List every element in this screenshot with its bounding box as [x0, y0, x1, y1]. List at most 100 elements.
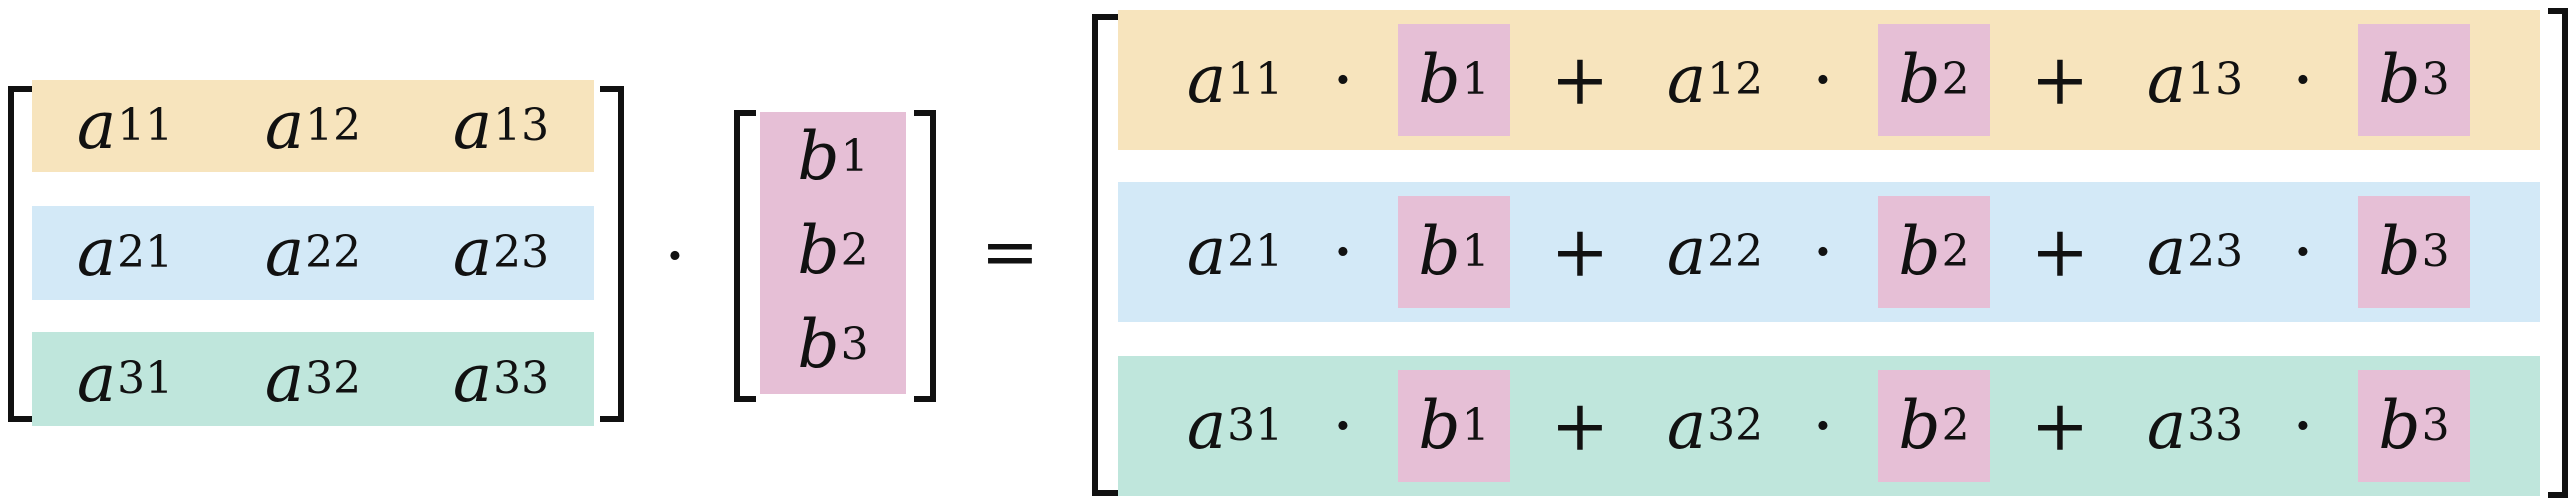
entry-subscript: 31	[1227, 400, 1284, 451]
result-multiply-dot: ·	[1811, 39, 1835, 121]
result-term-a33: a 33	[2120, 356, 2270, 496]
entry-base: b	[797, 212, 840, 289]
result-term-a11: a 11	[1160, 10, 1310, 150]
result-term-a31: a 31	[1160, 356, 1310, 496]
entry-subscript: 1	[1461, 400, 1490, 451]
entry-base: a	[76, 340, 117, 417]
entry-base: a	[76, 214, 117, 291]
result-plus-sign: +	[1550, 39, 1610, 121]
matrix-a-entry-a23: a 23	[416, 206, 586, 300]
entry-base: a	[264, 340, 305, 417]
result-term-a13: a 13	[2120, 10, 2270, 150]
matrix-a-left-bracket	[8, 86, 32, 422]
result-plus-sign: +	[2030, 385, 2090, 467]
result-multiply-dot: ·	[2291, 39, 2315, 121]
entry-subscript: 23	[493, 227, 550, 278]
matrix-a-right-bracket	[600, 86, 624, 422]
entry-base: a	[264, 87, 305, 164]
entry-base: a	[452, 87, 493, 164]
entry-subscript: 22	[305, 227, 362, 278]
entry-base: a	[1186, 387, 1227, 464]
matrix-a-entry-a31: a 31	[40, 332, 210, 426]
entry-base: b	[1418, 213, 1461, 290]
matrix-a-entry-a22: a 22	[228, 206, 398, 300]
entry-subscript: 1	[1461, 226, 1490, 277]
result-term-a32: a 32	[1640, 356, 1790, 496]
result-multiply-dot: ·	[1331, 385, 1355, 467]
entry-subscript: 3	[840, 319, 869, 370]
entry-subscript: 3	[2421, 54, 2450, 105]
result-multiply-dot: ·	[1331, 211, 1355, 293]
result-multiply-dot: ·	[2291, 211, 2315, 293]
result-plus-sign: +	[2030, 39, 2090, 121]
entry-base: b	[797, 118, 840, 195]
result-b-highlight	[2358, 370, 2470, 482]
entry-subscript: 32	[305, 353, 362, 404]
entry-base: a	[2146, 213, 2187, 290]
result-b-highlight	[1398, 196, 1510, 308]
matrix-a-entry-a13: a 13	[416, 80, 586, 172]
entry-subscript: 32	[1707, 400, 1764, 451]
entry-subscript: 1	[1461, 54, 1490, 105]
result-b-highlight	[2358, 196, 2470, 308]
entry-subscript: 13	[2187, 54, 2244, 105]
entry-subscript: 2	[1941, 54, 1970, 105]
matrix-a-entry-a12: a 12	[228, 80, 398, 172]
result-term-a21: a 21	[1160, 182, 1310, 322]
entry-subscript: 12	[305, 100, 362, 151]
result-row-3-band	[1118, 356, 2540, 496]
result-term-a22: a 22	[1640, 182, 1790, 322]
matrix-a-row-1-band	[32, 80, 594, 172]
result-plus-sign: +	[1550, 211, 1610, 293]
result-left-bracket	[1092, 14, 1118, 496]
entry-subscript: 11	[1227, 54, 1284, 105]
entry-subscript: 11	[117, 100, 174, 151]
entry-base: a	[452, 340, 493, 417]
entry-subscript: 1	[840, 131, 869, 182]
entry-base: b	[2378, 213, 2421, 290]
matrix-a-row-3-band	[32, 332, 594, 426]
matrix-a-entry-a33: a 33	[416, 332, 586, 426]
result-b-highlight	[1398, 370, 1510, 482]
entry-base: a	[1666, 387, 1707, 464]
result-b-highlight	[2358, 24, 2470, 136]
equals-sign: =	[980, 211, 1040, 293]
entry-base: b	[1418, 41, 1461, 118]
entry-base: a	[452, 214, 493, 291]
entry-subscript: 2	[1941, 400, 1970, 451]
result-term-a12: a 12	[1640, 10, 1790, 150]
entry-subscript: 2	[840, 225, 869, 276]
entry-subscript: 33	[2187, 400, 2244, 451]
matrix-a-entry-a32: a 32	[228, 332, 398, 426]
entry-base: a	[76, 87, 117, 164]
entry-subscript: 31	[117, 353, 174, 404]
entry-subscript: 13	[493, 100, 550, 151]
result-b-highlight	[1878, 196, 1990, 308]
entry-base: a	[1666, 213, 1707, 290]
result-b-highlight	[1878, 24, 1990, 136]
entry-subscript: 21	[117, 227, 174, 278]
entry-base: b	[2378, 387, 2421, 464]
entry-base: a	[264, 214, 305, 291]
vector-b-right-bracket	[914, 110, 936, 402]
matrix-a-row-2-band	[32, 206, 594, 300]
result-multiply-dot: ·	[1811, 211, 1835, 293]
entry-subscript: 3	[2421, 400, 2450, 451]
matrix-a-entry-a11: a 11	[40, 80, 210, 172]
result-b-highlight	[1878, 370, 1990, 482]
result-multiply-dot: ·	[1331, 39, 1355, 121]
result-b-highlight	[1398, 24, 1510, 136]
entry-base: b	[2378, 41, 2421, 118]
result-multiply-dot: ·	[1811, 385, 1835, 467]
vector-b-band	[760, 112, 906, 394]
entry-base: a	[2146, 41, 2187, 118]
